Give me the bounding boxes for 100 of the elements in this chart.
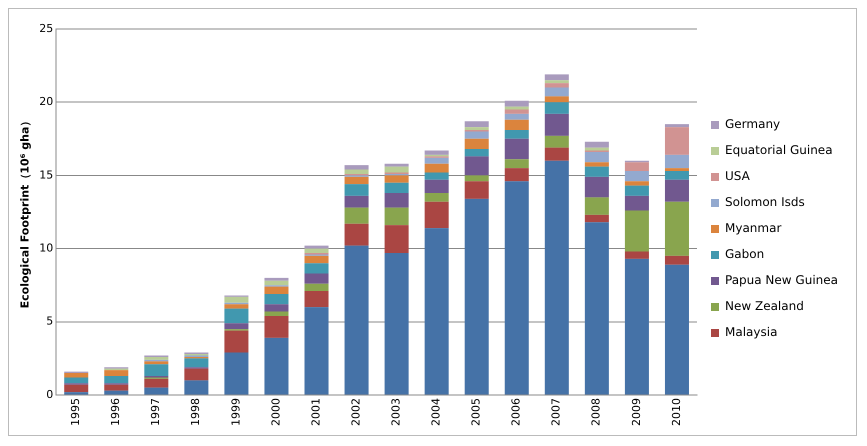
bar [344, 184, 369, 196]
bar [304, 284, 329, 292]
bar [664, 154, 689, 168]
bar [384, 182, 409, 193]
x-tick-label: 2003 [389, 398, 402, 426]
bar [304, 307, 329, 395]
bar [224, 296, 248, 303]
bar [624, 171, 649, 182]
bar [144, 388, 168, 395]
x-tick-label: 2002 [349, 398, 362, 426]
x-tick-label: 2001 [309, 398, 322, 426]
bar [304, 263, 329, 274]
bar [544, 88, 569, 96]
legend-label: Gabon [724, 247, 764, 262]
legend-label: New Zealand [724, 299, 804, 314]
bar [624, 196, 649, 211]
bar [424, 228, 449, 395]
bar [504, 138, 529, 160]
bar [424, 158, 449, 164]
bar [224, 304, 248, 309]
bar [424, 164, 449, 172]
bar [224, 352, 248, 395]
bar [224, 323, 248, 330]
x-tick-label: 2009 [630, 398, 643, 426]
bar [424, 172, 449, 180]
y-tick-label: 15 [39, 168, 54, 182]
bar [544, 74, 569, 80]
bar [424, 150, 449, 155]
bar [544, 114, 569, 136]
x-tick-label: 1998 [189, 398, 202, 426]
x-tick-label: 2000 [269, 398, 282, 426]
bar [384, 225, 409, 253]
bar [464, 131, 489, 139]
bar [304, 248, 329, 253]
bar [344, 246, 369, 395]
bar [344, 196, 369, 208]
bar [384, 252, 409, 395]
bar [624, 252, 649, 259]
bar [464, 149, 489, 156]
bar [344, 165, 369, 170]
x-tick-label: 2006 [510, 398, 523, 426]
y-tick-label: 0 [46, 388, 54, 401]
bar [384, 164, 409, 167]
bar [384, 175, 409, 183]
bar [664, 171, 689, 180]
y-tick-label: 25 [39, 22, 54, 35]
bar [504, 168, 529, 182]
bar [224, 330, 248, 353]
bar [304, 291, 329, 308]
x-tick-label: 1995 [69, 398, 82, 426]
bar [264, 280, 288, 286]
bar [184, 380, 208, 395]
bar [624, 181, 649, 186]
bar [104, 376, 128, 384]
bar [584, 166, 609, 177]
bar [504, 120, 529, 130]
bar [264, 294, 288, 304]
x-tick-label: 2007 [550, 398, 563, 426]
bar [464, 181, 489, 199]
bar [344, 170, 369, 174]
bar [664, 127, 689, 155]
bar [624, 258, 649, 395]
bar [384, 208, 409, 226]
bar [664, 256, 689, 265]
bar [384, 166, 409, 172]
legend-label: Myanmar [724, 221, 782, 236]
bar [64, 392, 88, 395]
bar [544, 136, 569, 148]
x-tick-label: 2005 [470, 398, 483, 426]
bar [64, 377, 88, 384]
bar [584, 222, 609, 395]
bar [304, 256, 329, 264]
bar [664, 168, 689, 172]
bar [584, 152, 609, 162]
bar [304, 246, 329, 249]
bar [624, 162, 649, 172]
x-tick-label: 2008 [590, 398, 603, 426]
bar [184, 368, 208, 380]
bar [544, 160, 569, 395]
bar [344, 176, 369, 184]
bar [464, 138, 489, 150]
bar [544, 102, 569, 114]
y-axis-title: Ecological Footprint（10⁶ gha） [18, 116, 32, 308]
bar [344, 224, 369, 246]
bar [544, 83, 569, 88]
bar [344, 208, 369, 224]
x-tick-label: 2004 [430, 398, 443, 426]
bar [504, 100, 529, 107]
bar [464, 175, 489, 182]
bar [304, 273, 329, 284]
bar [184, 358, 208, 368]
bar [144, 378, 168, 388]
x-tick-label: 1999 [229, 398, 242, 426]
bar [664, 180, 689, 202]
bar [424, 192, 449, 202]
bar [544, 80, 569, 84]
bar [504, 130, 529, 139]
bar [504, 114, 529, 120]
bar [264, 316, 288, 338]
x-tick-label: 2010 [670, 398, 683, 426]
